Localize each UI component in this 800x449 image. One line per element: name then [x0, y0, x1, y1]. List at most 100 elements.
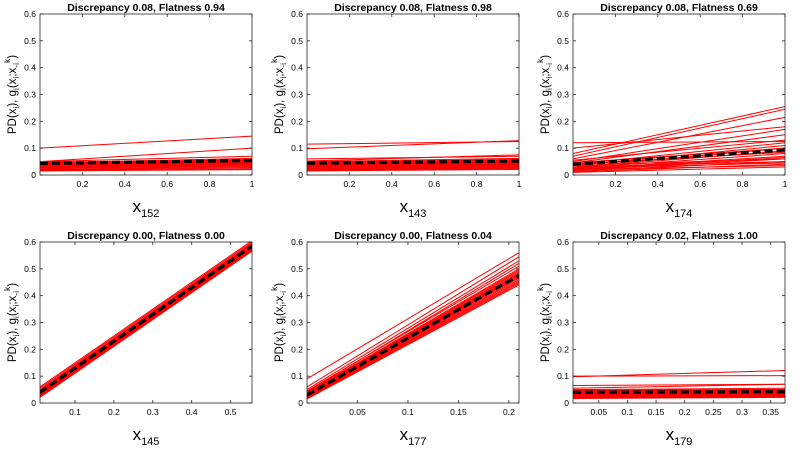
y-tick-label: 0.6: [557, 9, 569, 19]
y-tick-label: 0.1: [557, 371, 569, 381]
y-axis-label-part: (x: [540, 78, 552, 88]
y-tick-label: 0.1: [24, 371, 36, 381]
ice-line: [307, 163, 519, 168]
y-tick-label: 0.5: [291, 264, 303, 274]
ice-line: [307, 166, 519, 170]
x-tick-label: 0.2: [679, 407, 691, 417]
y-tick-label: 0.3: [557, 318, 569, 328]
y-tick-label: 0.3: [291, 90, 303, 100]
ice-line: [307, 154, 519, 162]
ice-line: [573, 126, 785, 149]
y-axis-label-part: k: [2, 286, 12, 291]
x-axis-label: x145: [133, 425, 160, 448]
ice-line: [573, 165, 785, 171]
ice-line: [307, 168, 519, 172]
x-tick-label: 0.1: [69, 407, 81, 417]
y-axis-label-part: PD(x: [540, 336, 552, 362]
x-tick-label: 0.2: [503, 407, 515, 417]
y-axis-label-part: (x: [274, 306, 286, 316]
ice-line: [307, 271, 519, 394]
ice-line: [573, 162, 785, 169]
y-tick-label: 0.1: [557, 143, 569, 153]
x-tick-label: 0.2: [76, 179, 88, 189]
ice-line: [573, 161, 785, 168]
subplot-1: 0 0.1 0.2 0.3 0.4 0.5 0.6 0.2 0.4 0.6 0.8 1 Discrepa…: [2, 2, 255, 220]
x-tick-label: 1: [517, 179, 522, 189]
x-tick-label: 0.25: [705, 407, 722, 417]
x-axis-label-main: x: [133, 425, 142, 444]
y-axis-label-part: PD(x: [274, 336, 286, 362]
x-axis-label-subscript: 179: [674, 436, 692, 448]
y-axis-label-part: (x: [7, 306, 19, 316]
ice-line: [307, 281, 519, 399]
ice-line: [307, 140, 519, 150]
y-axis-label-part: i: [544, 316, 554, 318]
y-tick-label: 0.2: [291, 116, 303, 126]
ice-line: [307, 161, 519, 164]
ice-line: [573, 394, 785, 397]
ice-line: [573, 392, 785, 395]
ice-line: [573, 393, 785, 396]
y-tick-label: 0: [564, 170, 569, 180]
y-axis-label-part: k: [535, 58, 545, 63]
ice-line: [307, 167, 519, 171]
x-tick-label: 0.1: [622, 407, 634, 417]
y-axis-label-part: ), g: [274, 318, 286, 335]
ice-line: [573, 139, 785, 161]
y-axis-label-part: ): [540, 283, 552, 287]
y-axis-label-part: i: [11, 77, 21, 79]
ice-line: [40, 165, 252, 169]
y-axis-label-part: ;x: [7, 67, 19, 76]
ice-line: [573, 383, 785, 389]
y-axis-label-part: i: [278, 107, 288, 109]
ice-line: [573, 128, 785, 163]
y-axis-label-part: i: [544, 107, 554, 109]
x-tick-label: 0.1: [402, 407, 414, 417]
subplot-title: Discrepancy 0.00, Flatness 0.04: [334, 230, 492, 242]
ice-line: [40, 147, 252, 163]
ice-line: [40, 159, 252, 163]
y-axis-label-part: PD(x: [274, 108, 286, 134]
y-tick-label: 0.2: [24, 116, 36, 126]
y-tick-label: 0: [298, 398, 303, 408]
ice-line: [40, 160, 252, 164]
y-tick-label: 0.3: [24, 318, 36, 328]
ice-line: [573, 166, 785, 173]
x-tick-label: 0.3: [736, 407, 748, 417]
y-axis-label-part: i: [11, 107, 21, 109]
ice-line: [573, 387, 785, 391]
plot-background: [573, 242, 785, 403]
x-tick-label: 0.2: [108, 407, 120, 417]
pd-line: [307, 274, 519, 397]
x-tick-label: 0.6: [694, 179, 706, 189]
ice-line: [40, 242, 252, 389]
y-tick-label: 0.5: [291, 36, 303, 46]
ice-line: [573, 396, 785, 399]
x-axis-label-subscript: 177: [408, 436, 426, 448]
y-axis-label-part: -i: [11, 291, 21, 296]
ice-line: [573, 158, 785, 167]
plot-background: [307, 14, 519, 175]
y-axis-label-part: k: [269, 286, 279, 291]
y-axis-label-part: i: [544, 335, 554, 337]
y-axis-label-part: ), g: [7, 318, 19, 335]
y-axis-label-part: i: [278, 305, 288, 307]
ice-line: [573, 106, 785, 155]
y-axis-label-part: i: [544, 77, 554, 79]
y-axis-label-part: i: [11, 335, 21, 337]
y-axis-label-part: (x: [274, 78, 286, 88]
y-axis-label: PD(xi), gi(xi;x-ik): [535, 283, 554, 362]
ice-line: [307, 284, 519, 400]
x-axis-label: x152: [133, 197, 160, 220]
x-tick-label: 0.6: [161, 179, 173, 189]
ice-line: [573, 394, 785, 397]
y-tick-label: 0.6: [24, 9, 36, 19]
y-tick-label: 0.6: [291, 237, 303, 247]
x-axis-label-main: x: [400, 197, 409, 216]
y-axis-label-part: i: [11, 305, 21, 307]
ice-line: [573, 140, 785, 144]
x-tick-label: 1: [250, 179, 255, 189]
ice-line: [573, 370, 785, 378]
ice-line: [573, 116, 785, 160]
